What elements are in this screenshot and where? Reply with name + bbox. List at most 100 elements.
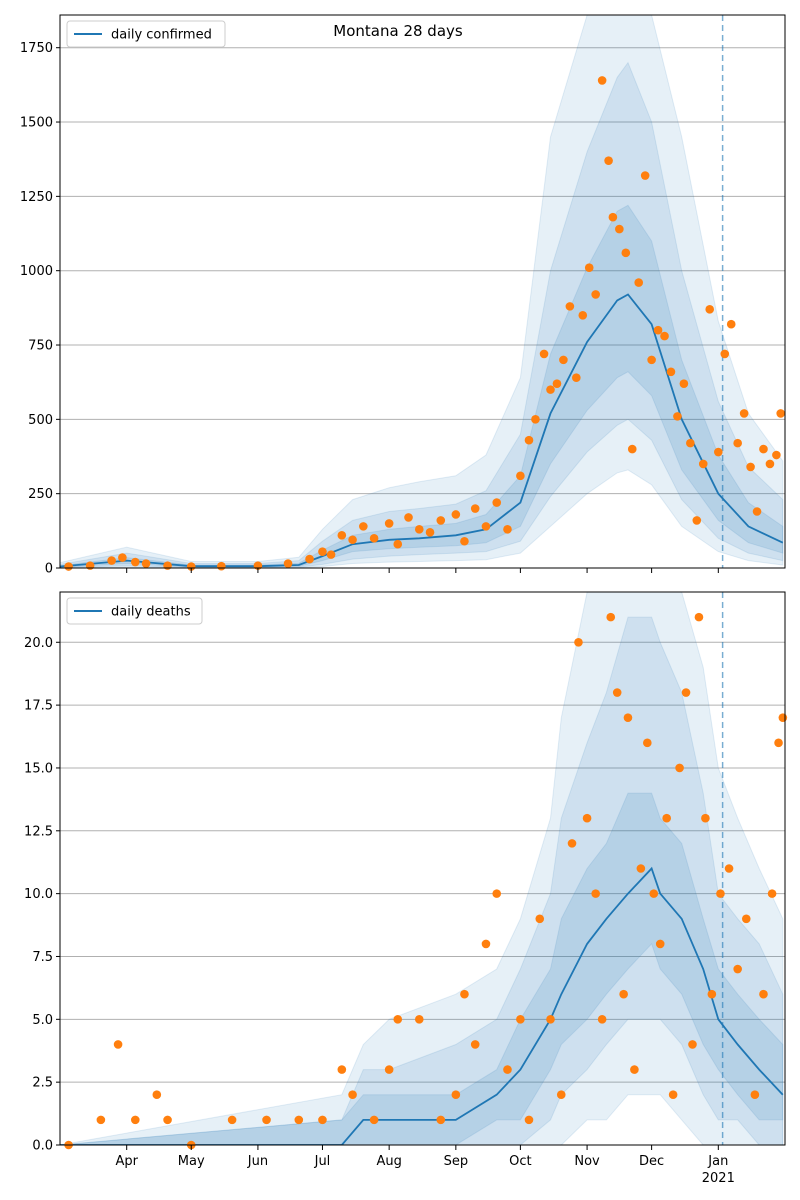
confirmed-observed-point [627,444,637,454]
confirmed-observed-point [539,349,549,359]
deaths-observed-point [619,989,628,999]
deaths-observed-point [694,612,704,622]
confirmed-observed-point [647,355,656,365]
confirmed-observed-point [404,513,413,522]
confirmed-observed-point [591,290,600,299]
confirmed-observed-point [384,519,394,528]
confirmed-observed-point [451,510,461,519]
deaths-observed-point [767,889,777,898]
confirmed-observed-point [759,444,768,454]
deaths-y-tick-label: 7.5 [32,950,53,965]
deaths-observed-point [612,688,622,697]
deaths-observed-point [733,964,742,974]
confirmed-observed-point [720,349,730,359]
deaths-observed-point [130,1115,140,1125]
deaths-median-line [60,866,784,1145]
deaths-observed-point [262,1115,271,1125]
deaths-observed-point [348,1090,357,1100]
confirmed-observed-point [686,438,695,448]
deaths-y-tick-label: 15.0 [24,761,53,776]
confirmed-legend-label: daily confirmed [111,28,212,43]
confirmed-axes-frame [59,14,786,569]
deaths-observed-point [662,813,671,823]
confirmed-observed-point [283,559,293,568]
deaths-observed-point [582,813,592,823]
deaths-y-tick-label: 5.0 [32,1013,53,1028]
x-tick-label: Jan [707,1154,728,1169]
deaths-observed-point [741,914,751,924]
confirmed-observed-point [746,462,755,472]
deaths-observed-point [655,939,665,949]
deaths-observed-point [591,889,600,898]
confirmed-observed-point [608,212,618,222]
confirmed-observed-point [359,522,368,531]
confirmed-observed-point [524,435,534,445]
confirmed-observed-point [565,302,575,311]
confirmed-observed-point [679,379,689,388]
confirmed-y-tick-label: 500 [28,413,53,428]
confirmed-observed-point [546,385,555,394]
deaths-legend-label: daily deaths [111,605,191,620]
confirmed-observed-point [436,516,446,525]
deaths-band-inner [60,792,784,1145]
deaths-y-tick-label: 0.0 [32,1139,53,1154]
confirmed-observed-point [673,412,682,421]
deaths-observed-point [294,1115,304,1125]
confirmed-observed-point [481,522,491,531]
deaths-panel: 0.0 2.5 5.0 7.5 10.0 12.5 15.0 17.5 20.0 Apr May J… [24,591,788,1186]
deaths-observed-point [630,1065,639,1074]
deaths-legend-box [66,597,203,625]
x-tick-label: Jun [247,1154,268,1169]
x-tick-label: May [178,1154,205,1169]
deaths-y-tick-label: 10.0 [24,887,53,902]
confirmed-observed-point [660,331,669,341]
confirmed-observed-point [765,459,775,469]
x-tick-label: Nov [574,1154,600,1169]
deaths-y-tick-label: 2.5 [32,1076,53,1091]
confirmed-observed-point [337,530,347,540]
confirmed-y-tick-label: 750 [28,339,53,354]
confirmed-observed-point [414,525,424,534]
confirmed-observed-point [393,539,403,549]
deaths-observed-point [750,1090,760,1100]
deaths-observed-point [470,1040,480,1049]
confirmed-observed-point [776,409,785,418]
confirmed-forecast-bands [60,15,784,568]
deaths-observed-point [759,989,768,999]
deaths-x-axis: Apr May Jun Jul Aug Sep Oct Nov Dec Jan 2021 [115,1145,735,1186]
confirmed-observed-point [326,550,336,559]
confirmed-observed-point [425,528,435,537]
deaths-observed-point [436,1115,446,1125]
confirmed-observed-point [163,561,172,570]
confirmed-y-tick-label: 1500 [20,116,53,131]
confirmed-observed-point [739,409,749,418]
deaths-observed-point [556,1090,566,1100]
confirmed-band-inner [60,204,784,568]
confirmed-observed-point [666,367,676,377]
confirmed-band-outer [60,15,784,568]
x-tick-label: Oct [509,1154,531,1169]
deaths-observed-point [535,914,545,924]
x-tick-label: Aug [376,1154,401,1169]
confirmed-observed-point [559,355,568,365]
deaths-median-path [60,866,784,1145]
confirmed-observed-point [752,507,762,516]
x-tick-label: Sep [444,1154,469,1169]
deaths-observed-point [649,889,659,898]
confirmed-observed-point [85,561,95,570]
deaths-legend: daily deaths [66,597,203,625]
confirmed-observed-point [621,248,631,258]
deaths-observed-point [675,763,684,773]
confirmed-observed-points [64,76,785,571]
deaths-observed-point [369,1115,379,1125]
deaths-forecast-bands [60,592,784,1145]
x-tick-label: Apr [115,1154,138,1169]
deaths-observed-point [724,864,734,873]
deaths-observed-point [681,688,691,697]
deaths-y-axis: 0.0 2.5 5.0 7.5 10.0 12.5 15.0 17.5 20.0 [24,636,60,1154]
deaths-observed-point [668,1090,678,1100]
deaths-y-tick-label: 20.0 [24,636,53,651]
confirmed-legend: daily confirmed [66,20,226,48]
deaths-observed-point [503,1065,512,1074]
confirmed-observed-point [503,525,512,534]
